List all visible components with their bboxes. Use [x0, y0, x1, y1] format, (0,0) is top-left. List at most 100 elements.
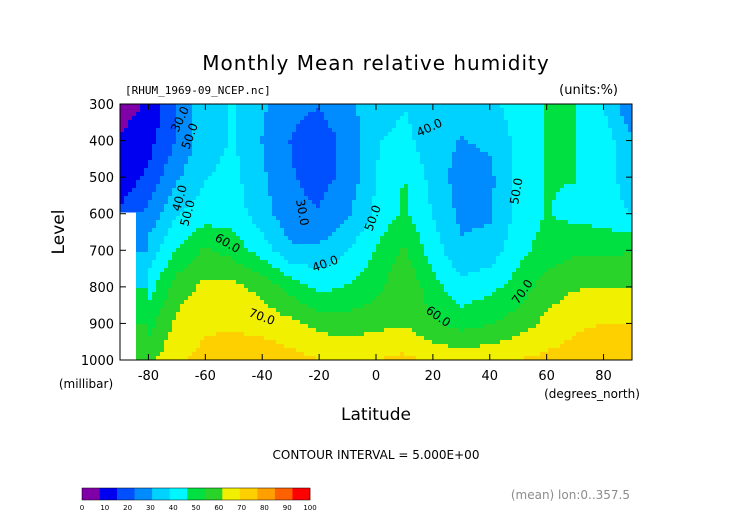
field-cell	[300, 344, 305, 349]
field-cell	[144, 124, 149, 129]
field-cell	[280, 336, 285, 341]
field-cell	[188, 336, 193, 341]
field-cell	[160, 320, 165, 325]
field-cell	[316, 248, 321, 253]
field-cell	[180, 108, 185, 113]
field-cell	[236, 340, 241, 345]
field-cell	[176, 152, 181, 157]
field-cell	[392, 204, 397, 209]
field-cell	[252, 108, 257, 113]
field-cell	[392, 200, 397, 205]
field-cell	[240, 128, 245, 133]
field-cell	[316, 168, 321, 173]
field-cell	[336, 116, 341, 121]
field-cell	[288, 352, 293, 357]
field-cell	[416, 216, 421, 221]
field-cell	[292, 112, 297, 117]
field-cell	[236, 304, 241, 309]
field-cell	[156, 220, 161, 225]
field-cell	[376, 236, 381, 241]
field-cell	[256, 120, 261, 125]
field-cell	[320, 224, 325, 229]
field-cell	[396, 220, 401, 225]
field-cell	[232, 328, 237, 333]
field-cell	[156, 232, 161, 237]
field-cell	[144, 316, 149, 321]
field-cell	[228, 244, 233, 249]
field-cell	[180, 256, 185, 261]
field-cell	[432, 236, 437, 241]
field-cell	[364, 304, 369, 309]
field-cell	[148, 228, 153, 233]
field-cell	[140, 232, 145, 237]
field-cell	[312, 156, 317, 161]
field-cell	[304, 136, 309, 141]
field-cell	[184, 252, 189, 257]
field-cell	[288, 124, 293, 129]
field-cell	[300, 132, 305, 137]
field-cell	[268, 188, 273, 193]
field-cell	[160, 112, 165, 117]
field-cell	[304, 228, 309, 233]
field-cell	[292, 196, 297, 201]
field-cell	[176, 232, 181, 237]
field-cell	[428, 260, 433, 265]
field-cell	[252, 184, 257, 189]
field-cell	[136, 156, 141, 161]
field-cell	[168, 196, 173, 201]
field-cell	[388, 296, 393, 301]
field-cell	[184, 296, 189, 301]
field-cell	[216, 260, 221, 265]
field-cell	[236, 344, 241, 349]
field-cell	[204, 188, 209, 193]
field-cell	[300, 200, 305, 205]
field-cell	[432, 152, 437, 157]
field-cell	[260, 144, 265, 149]
field-cell	[228, 248, 233, 253]
field-cell	[372, 344, 377, 349]
field-cell	[212, 140, 217, 145]
field-cell	[408, 200, 413, 205]
field-cell	[244, 132, 249, 137]
field-cell	[360, 128, 365, 133]
field-cell	[172, 288, 177, 293]
field-cell	[144, 108, 149, 113]
field-cell	[120, 108, 125, 113]
field-cell	[424, 260, 429, 265]
field-cell	[212, 112, 217, 117]
field-cell	[356, 220, 361, 225]
field-cell	[392, 232, 397, 237]
field-cell	[132, 200, 137, 205]
field-cell	[224, 336, 229, 341]
field-cell	[268, 232, 273, 237]
field-cell	[176, 336, 181, 341]
field-cell	[220, 180, 225, 185]
field-cell	[268, 268, 273, 273]
field-cell	[440, 164, 445, 169]
field-cell	[376, 172, 381, 177]
field-cell	[304, 224, 309, 229]
field-cell	[260, 236, 265, 241]
field-cell	[180, 112, 185, 117]
field-cell	[196, 192, 201, 197]
field-cell	[300, 192, 305, 197]
field-cell	[316, 176, 321, 181]
field-cell	[340, 320, 345, 325]
field-cell	[272, 332, 277, 337]
field-cell	[256, 356, 261, 360]
field-cell	[296, 164, 301, 169]
field-cell	[360, 204, 365, 209]
field-cell	[264, 104, 269, 109]
field-cell	[384, 208, 389, 213]
field-cell	[328, 288, 333, 293]
field-cell	[396, 196, 401, 201]
field-cell	[312, 292, 317, 297]
field-cell	[392, 280, 397, 285]
field-cell	[264, 240, 269, 245]
field-cell	[324, 348, 329, 353]
field-cell	[268, 252, 273, 257]
field-cell	[404, 176, 409, 181]
field-cell	[184, 248, 189, 253]
field-cell	[312, 168, 317, 173]
field-cell	[344, 244, 349, 249]
